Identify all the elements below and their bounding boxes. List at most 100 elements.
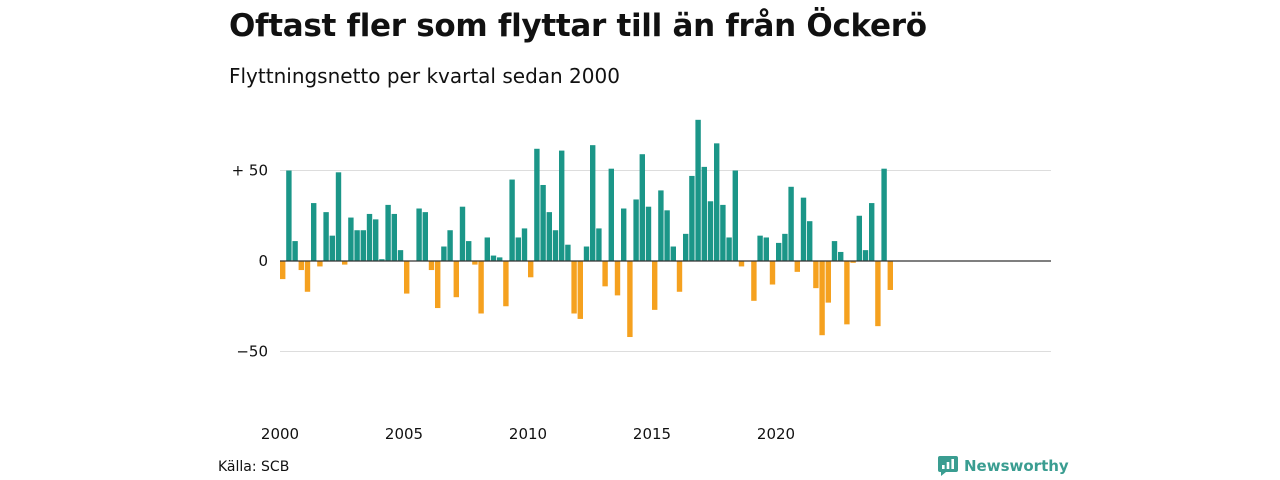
bar-2008K3 (490, 255, 497, 261)
bar-2017K4 (720, 204, 726, 261)
bar-2024K2 (881, 168, 887, 261)
bar-2011K1 (552, 230, 559, 261)
bar-2004K1 (379, 259, 385, 261)
bar-2024K3 (887, 261, 893, 290)
bar-2017K1 (701, 166, 707, 261)
bar-2008K1 (478, 261, 484, 314)
bar-2009K2 (509, 179, 515, 261)
bar-2012K4 (596, 228, 602, 261)
bar-2007K4 (472, 261, 478, 265)
brand-logo: Newsworthy (938, 456, 1069, 476)
bar-2002K4 (348, 217, 354, 261)
newsworthy-logo-icon (938, 456, 958, 476)
bar-2021K2 (807, 221, 813, 261)
y-tick-label: −50 (236, 343, 268, 361)
bar-2023K3 (862, 250, 869, 261)
bar-2005K1 (404, 261, 410, 294)
bar-2022K2 (831, 241, 838, 261)
bar-2014K3 (639, 154, 645, 261)
bar-2012K1 (577, 261, 583, 319)
bar-2012K2 (583, 246, 590, 261)
bar-2014K1 (627, 261, 633, 338)
bar-2005K3 (416, 208, 422, 261)
bar-2019K1 (751, 261, 757, 301)
bar-2017K2 (707, 201, 714, 261)
bar-2009K1 (503, 261, 509, 307)
bar-2019K3 (763, 237, 769, 261)
bar-2019K2 (757, 235, 763, 261)
y-tick-label: + 50 (232, 162, 268, 180)
bar-2017K3 (714, 143, 720, 261)
brand-name: Newsworthy (964, 457, 1069, 475)
bar-2022K3 (838, 251, 844, 261)
bar-2007K1 (453, 261, 459, 298)
bar-2016K1 (676, 261, 683, 292)
bar-2023K2 (856, 215, 862, 261)
bar-2004K2 (385, 204, 391, 261)
bar-2014K2 (633, 199, 639, 261)
bar-2020K2 (782, 233, 788, 261)
bar-2008K2 (484, 237, 490, 261)
bar-2019K4 (769, 261, 776, 285)
bar-2009K4 (521, 228, 528, 261)
bar-2001K1 (304, 261, 311, 292)
bar-2023K1 (850, 261, 856, 263)
bar-2020K3 (788, 186, 794, 261)
bar-2007K3 (466, 241, 472, 261)
bar-2018K2 (732, 170, 738, 261)
bar-2006K1 (428, 261, 435, 271)
bar-2007K2 (459, 206, 466, 261)
bar-2010K1 (528, 261, 534, 278)
bar-2013K1 (602, 261, 608, 287)
bar-2009K3 (515, 237, 521, 261)
bar-2016K2 (683, 233, 689, 261)
bar-2016K4 (695, 119, 701, 261)
bar-2002K1 (329, 235, 335, 261)
chart-subtitle: Flyttningsnetto per kvartal sedan 2000 (229, 64, 620, 88)
bar-2024K1 (875, 261, 881, 327)
bar-2000K3 (292, 241, 298, 261)
bar-2004K4 (397, 250, 404, 261)
bar-2015K1 (652, 261, 658, 310)
bar-2003K1 (354, 230, 360, 261)
bar-2003K4 (373, 219, 379, 261)
bar-2015K4 (670, 246, 676, 261)
bar-2013K4 (621, 208, 627, 261)
bar-2020K1 (776, 242, 782, 261)
bar-2004K3 (391, 213, 397, 261)
bar-2003K3 (366, 213, 373, 261)
bar-2001K3 (317, 261, 323, 267)
bar-2001K2 (311, 203, 317, 261)
bar-2015K2 (658, 190, 664, 261)
bar-2020K4 (794, 261, 800, 272)
x-tick-label: 2015 (633, 425, 671, 443)
bar-2002K3 (342, 261, 348, 265)
bar-2011K3 (565, 244, 571, 261)
bar-2006K3 (441, 246, 447, 261)
bar-2005K4 (422, 212, 428, 261)
bar-2011K4 (571, 261, 577, 314)
bar-2018K1 (726, 237, 732, 261)
x-tick-label: 2000 (261, 425, 299, 443)
bar-2000K4 (298, 261, 304, 271)
bar-2000K2 (286, 170, 292, 261)
bar-2010K3 (540, 184, 546, 261)
bar-2016K3 (689, 175, 695, 261)
bar-2015K3 (664, 210, 670, 261)
bar-2014K4 (645, 206, 652, 261)
bar-2021K1 (800, 197, 807, 261)
bar-2013K2 (608, 168, 614, 261)
bar-2022K1 (825, 261, 831, 303)
bar-2022K4 (844, 261, 850, 325)
bar-2021K3 (813, 261, 819, 289)
source-label: Källa: SCB (218, 459, 290, 475)
bar-2011K2 (559, 150, 565, 261)
bar-2010K4 (546, 212, 552, 261)
x-tick-label: 2005 (385, 425, 423, 443)
bar-2006K2 (435, 261, 441, 309)
bar-2018K3 (738, 261, 745, 267)
bar-2012K3 (590, 145, 596, 261)
bar-2023K4 (869, 203, 875, 261)
bar-2013K3 (614, 261, 621, 296)
